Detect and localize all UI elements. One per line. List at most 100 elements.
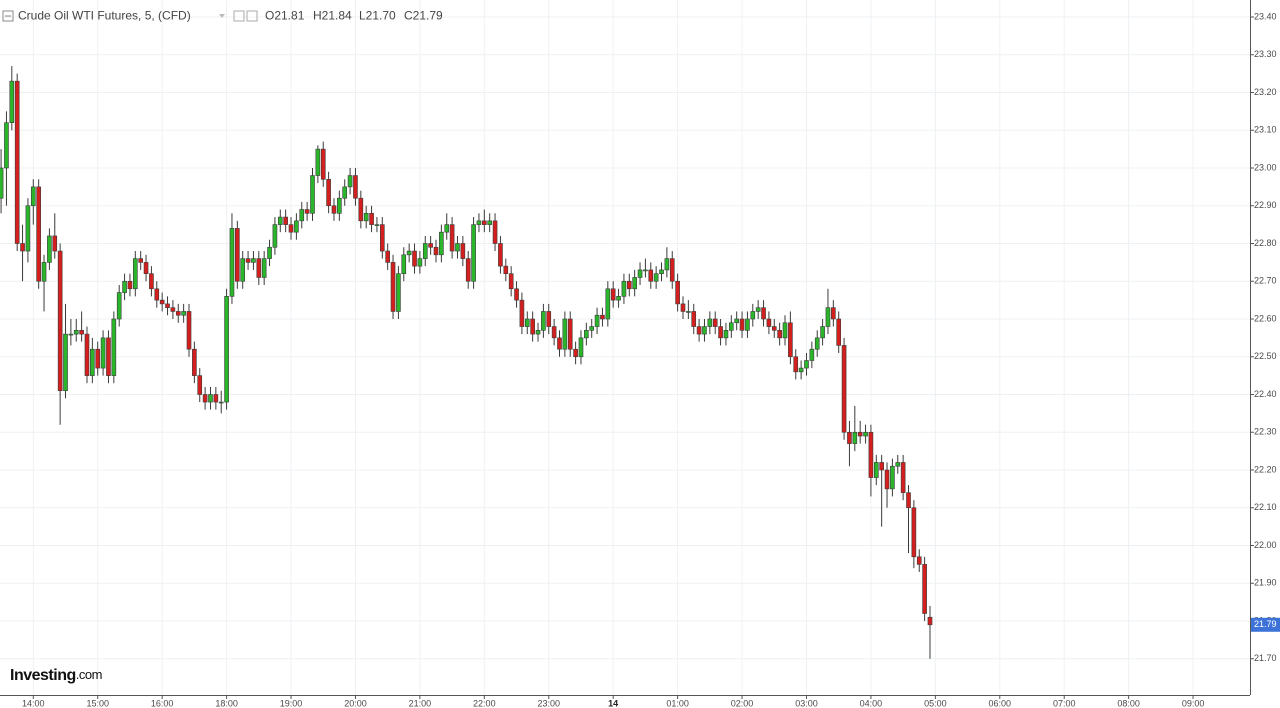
candle-body: [734, 318, 739, 324]
candle-body: [782, 322, 788, 339]
y-tick-label: 22.50: [1254, 351, 1277, 361]
candle-body: [804, 360, 809, 369]
y-tick-label: 22.10: [1254, 502, 1277, 512]
candle-body: [277, 216, 283, 225]
candle-body: [476, 220, 482, 225]
candle-body: [406, 250, 412, 256]
candle-body: [852, 431, 858, 444]
candle-body: [696, 326, 702, 335]
candle-body: [428, 243, 433, 248]
candle-body: [294, 220, 299, 233]
x-tick-label: 22:00: [473, 698, 496, 708]
candle-body: [390, 262, 396, 312]
candle-body: [610, 288, 616, 301]
candle-body: [175, 311, 181, 316]
candle-body: [283, 216, 288, 225]
candle-body: [916, 556, 922, 565]
last-price-box: [1251, 617, 1280, 632]
x-tick-label: 07:00: [1053, 698, 1076, 708]
candle-body: [616, 296, 621, 301]
x-tick-label: 01:00: [666, 698, 689, 708]
candle-body: [707, 318, 713, 327]
candle-body: [584, 330, 589, 339]
candle-body: [562, 318, 568, 350]
candle-body: [879, 462, 884, 471]
header-low: L21.70: [359, 9, 396, 23]
candle-body: [111, 318, 117, 376]
y-tick-label: 23.40: [1254, 11, 1277, 21]
axes: 21.7021.8021.9022.0022.1022.2022.3022.40…: [22, 11, 1280, 708]
candle-body: [911, 507, 917, 558]
candle-body: [127, 280, 133, 290]
candle-body: [73, 330, 79, 335]
y-tick-label: 22.20: [1254, 464, 1277, 474]
candle-body: [535, 330, 541, 335]
candle-body: [621, 280, 627, 297]
candle-body: [267, 246, 272, 259]
candle-body: [766, 318, 772, 327]
candle-body: [449, 224, 455, 252]
candle-body: [847, 431, 852, 444]
y-tick-label: 23.20: [1254, 87, 1277, 97]
candle-body: [79, 330, 84, 335]
candle-body: [712, 318, 718, 327]
candle-body: [551, 326, 557, 339]
candle-body: [863, 431, 868, 437]
candle-body: [755, 307, 761, 312]
candle-body: [820, 326, 825, 339]
candle-body: [873, 462, 879, 478]
candle-body: [541, 311, 546, 331]
candle-body: [482, 220, 487, 225]
x-tick-label: 03:00: [795, 698, 818, 708]
y-tick-label: 22.40: [1254, 389, 1277, 399]
candle-body: [487, 220, 493, 225]
candle-body: [202, 394, 208, 403]
candle-body: [831, 307, 836, 320]
candle-body: [895, 462, 901, 467]
candle-body: [417, 258, 423, 267]
candle-body: [100, 337, 106, 369]
candle-body: [9, 80, 15, 123]
candle-body: [825, 307, 831, 327]
candle-body: [567, 318, 573, 350]
x-tick-label: 20:00: [344, 698, 367, 708]
candle-body: [669, 258, 675, 282]
candle-body: [186, 311, 192, 350]
y-tick-label: 22.60: [1254, 313, 1277, 323]
y-tick-label: 21.90: [1254, 578, 1277, 588]
candle-body: [503, 265, 509, 274]
candle-body: [106, 337, 111, 376]
logo-main: Investing: [10, 667, 76, 684]
candle-body: [686, 311, 691, 313]
candle-body: [396, 273, 401, 312]
candle-body: [422, 243, 428, 259]
candle-body: [814, 337, 820, 350]
candle-body: [159, 299, 165, 305]
grid: [0, 0, 1250, 695]
candle-body: [680, 303, 686, 312]
y-tick-label: 22.80: [1254, 238, 1277, 248]
collapse-icon[interactable]: [2, 10, 14, 22]
logo-suffix: .com: [76, 667, 102, 682]
candle-body: [358, 197, 364, 222]
candle-body: [750, 311, 756, 320]
candle-body: [138, 258, 143, 263]
candle-body: [251, 258, 256, 263]
candle-body: [514, 288, 519, 301]
candle-body: [36, 186, 41, 282]
candle-body: [906, 492, 911, 509]
candle-body: [385, 250, 390, 263]
candle-body: [14, 80, 20, 244]
candle-body: [439, 231, 444, 256]
candle-body: [900, 462, 906, 493]
candle-body: [347, 175, 353, 188]
dropdown-icon[interactable]: [219, 14, 225, 18]
hide-icon[interactable]: [246, 10, 258, 22]
candle-body: [922, 564, 927, 614]
settings-icon[interactable]: [233, 10, 245, 22]
candle-body: [208, 394, 213, 403]
candle-body: [836, 318, 842, 346]
candle-body: [471, 224, 476, 282]
candle-body: [675, 280, 680, 305]
